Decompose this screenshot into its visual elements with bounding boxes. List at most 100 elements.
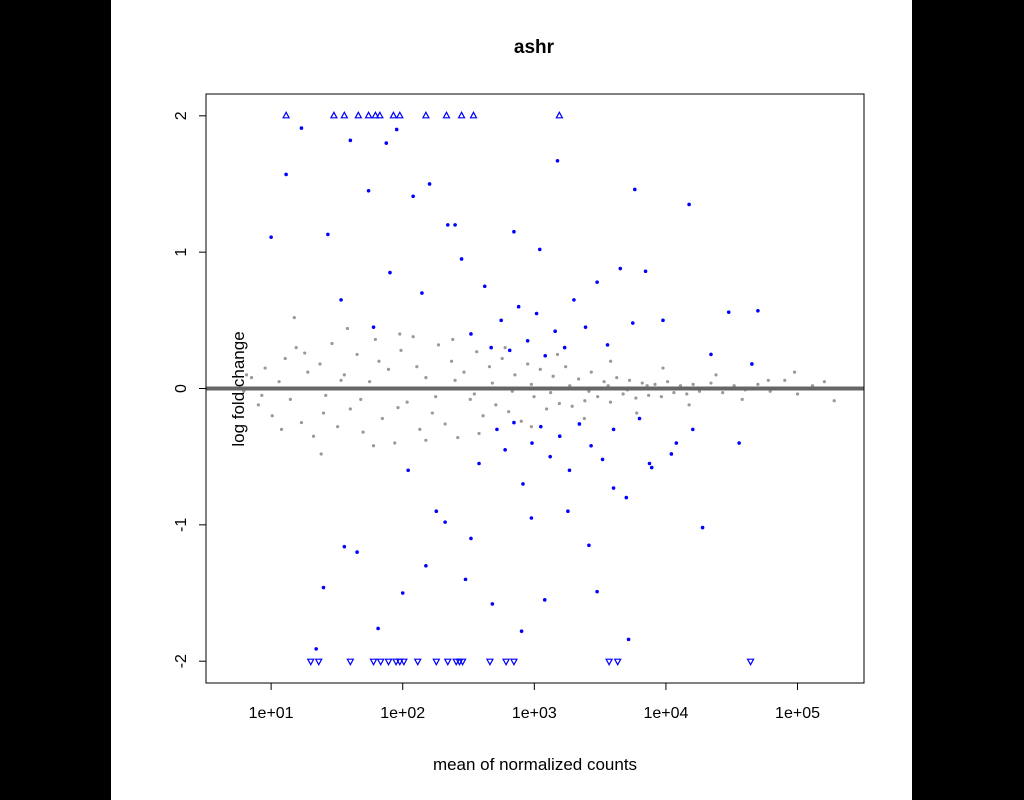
data-point: [355, 352, 359, 357]
data-point: [666, 380, 670, 384]
significant-point: [427, 182, 432, 186]
significant-point: [482, 284, 487, 289]
data-point: [766, 378, 770, 382]
data-point: [451, 337, 455, 342]
clipped-point-up: [371, 111, 380, 119]
clipped-point-down: [605, 658, 614, 666]
clipped-point-down: [306, 658, 315, 666]
clipped-point-up: [389, 111, 398, 119]
clipped-point-down: [376, 658, 385, 666]
significant-point: [348, 138, 353, 143]
significant-point: [572, 298, 576, 302]
significant-point: [626, 637, 631, 642]
ma-plot: ashr 1e+01 1e+02 1e+03 1e+04 1e+05 2 1 0 -1 -2 m…: [173, 37, 865, 774]
significant-point: [503, 448, 507, 452]
data-point: [324, 393, 328, 397]
significant-point: [674, 441, 679, 445]
significant-point: [643, 269, 648, 274]
data-point: [377, 359, 381, 363]
data-point: [549, 390, 553, 395]
data-point: [477, 431, 481, 436]
data-point: [503, 345, 507, 350]
significant-point: [647, 461, 652, 466]
data-point: [714, 373, 718, 377]
data-point: [475, 350, 479, 354]
data-point: [685, 392, 689, 396]
y-tick-label: -2: [173, 654, 190, 668]
significant-point: [624, 495, 629, 500]
data-point: [311, 434, 316, 438]
significant-point: [557, 434, 562, 439]
data-point: [519, 419, 523, 423]
significant-point: [756, 308, 760, 313]
data-point: [687, 403, 691, 407]
significant-point: [537, 247, 542, 252]
data-point: [640, 381, 644, 385]
significant-point: [326, 232, 330, 237]
data-point: [721, 390, 725, 395]
clipped-point-up: [375, 111, 384, 119]
data-point: [256, 403, 260, 407]
data-point: [336, 425, 340, 429]
significant-point: [469, 536, 473, 541]
clipped-point-up: [340, 111, 349, 119]
significant-point: [529, 516, 534, 520]
significant-point: [521, 482, 525, 486]
data-point: [393, 441, 397, 445]
significant-point: [371, 325, 376, 329]
significant-point: [548, 454, 552, 459]
data-point: [526, 362, 530, 366]
clipped-point-down: [502, 658, 511, 666]
data-point: [691, 382, 695, 387]
clipped-point-down: [395, 658, 404, 666]
data-point: [288, 397, 292, 402]
clipped-point-down: [485, 658, 494, 666]
clipped-point-down: [392, 658, 401, 666]
significant-point: [477, 461, 481, 466]
clipped-point-down: [443, 658, 452, 666]
data-point: [555, 352, 560, 357]
data-point: [299, 420, 304, 425]
data-point: [627, 378, 632, 382]
data-point: [321, 411, 326, 415]
significant-point: [406, 468, 410, 473]
data-point: [634, 396, 638, 400]
data-point: [436, 343, 441, 347]
clipped-point-up: [442, 111, 451, 119]
data-point: [279, 427, 284, 432]
data-point: [792, 370, 797, 374]
y-axis-label: log fold change: [229, 331, 248, 446]
x-tick-label: 1e+01: [249, 705, 294, 722]
data-point: [635, 411, 639, 415]
data-point: [481, 414, 485, 418]
significant-point: [459, 257, 464, 261]
clipped-point-down: [509, 658, 518, 666]
data-point: [415, 365, 419, 369]
data-point: [292, 316, 296, 320]
data-point: [424, 375, 428, 380]
data-point: [583, 399, 587, 403]
data-point: [263, 366, 267, 370]
significant-point: [376, 626, 380, 631]
data-point: [709, 381, 713, 385]
significant-point: [611, 486, 616, 490]
clipped-point-up: [555, 111, 564, 119]
data-point: [653, 382, 657, 387]
data-point: [832, 399, 836, 403]
clipped-point-up: [457, 111, 466, 119]
significant-point: [463, 577, 468, 582]
x-tick-label: 1e+03: [512, 705, 557, 722]
data-point: [342, 373, 346, 377]
chart-title: ashr: [514, 37, 555, 58]
data-point: [330, 341, 334, 346]
significant-point: [618, 266, 623, 271]
significant-point: [519, 629, 524, 633]
data-point: [386, 367, 391, 372]
clipped-point-down: [413, 658, 422, 666]
data-point: [270, 414, 274, 418]
data-point: [424, 438, 428, 442]
data-point: [380, 416, 384, 421]
significant-point: [516, 304, 521, 309]
data-point: [306, 370, 310, 374]
data-point: [672, 390, 676, 395]
